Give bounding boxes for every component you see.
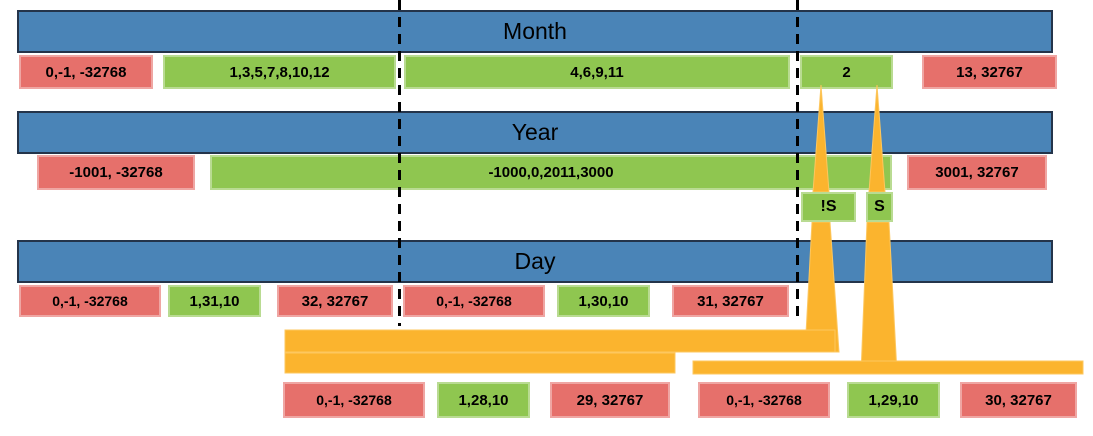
year-nonleap-box: !S	[801, 192, 856, 222]
partition-divider-line-right	[796, 0, 799, 316]
month-partition-invalid-low: 0,-1, -32768	[19, 55, 153, 89]
day-field-title: Day	[514, 248, 556, 274]
day31-partition-invalid-low: 0,-1, -32768	[19, 285, 161, 317]
nonleap-flow-bar-upper	[284, 329, 836, 353]
feb29-partition-invalid-low: 0,-1, -32768	[698, 382, 830, 418]
day31-partition-invalid-high: 32, 32767	[277, 285, 393, 317]
leap-flow-bar	[692, 360, 1084, 375]
year-field-title: Year	[511, 119, 559, 145]
month-partition-30day-months: 4,6,9,11	[404, 55, 790, 89]
month-partition-february: 2	[800, 55, 893, 89]
month-field-title: Month	[503, 18, 567, 44]
feb28-partition-invalid-low: 0,-1, -32768	[283, 382, 425, 418]
day31-partition-valid: 1,31,10	[168, 285, 261, 317]
feb28-partition-valid: 1,28,10	[437, 382, 530, 418]
year-partition-valid: -1000,0,2011,3000	[210, 155, 892, 190]
feb29-partition-invalid-high: 30, 32767	[960, 382, 1077, 418]
month-partition-invalid-high: 13, 32767	[922, 55, 1057, 89]
day30-partition-invalid-high: 31, 32767	[672, 285, 789, 317]
day30-partition-invalid-low: 0,-1, -32768	[403, 285, 545, 317]
year-leap-box: S	[866, 192, 893, 222]
year-partition-invalid-high: 3001, 32767	[907, 155, 1047, 190]
month-field-bar: Month	[17, 10, 1053, 53]
nonleap-flow-bar-lower	[284, 352, 676, 374]
partition-divider-line-left	[398, 0, 401, 326]
month-partition-31day-months: 1,3,5,7,8,10,12	[163, 55, 396, 89]
feb28-partition-invalid-high: 29, 32767	[550, 382, 670, 418]
year-partition-invalid-low: -1001, -32768	[37, 155, 195, 190]
day30-partition-valid: 1,30,10	[557, 285, 650, 317]
year-field-bar: Year	[17, 111, 1053, 154]
day-field-bar: Day	[17, 240, 1053, 283]
feb29-partition-valid: 1,29,10	[847, 382, 940, 418]
